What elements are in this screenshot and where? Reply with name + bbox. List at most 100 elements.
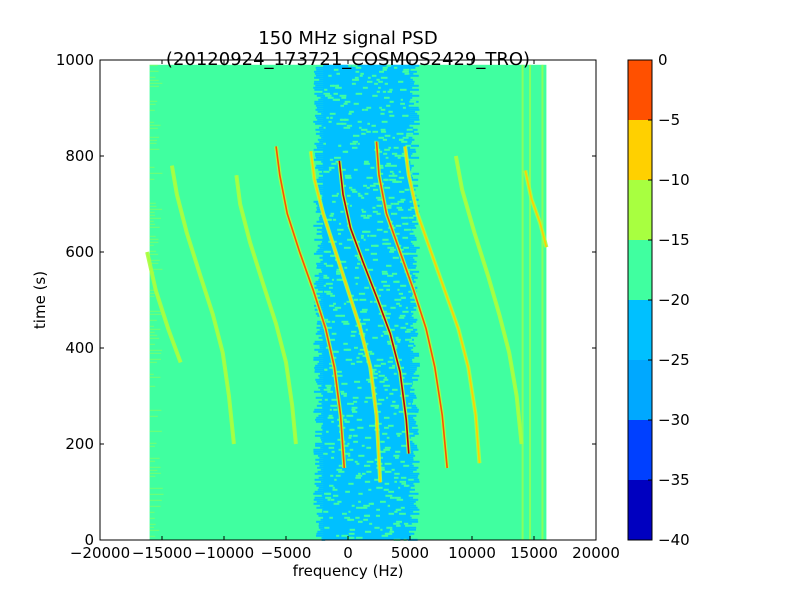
band-edge-cell	[320, 388, 326, 391]
band-speckle	[402, 136, 409, 139]
band-speckle	[363, 504, 370, 507]
band-speckle	[388, 110, 391, 113]
band-edge-cell	[321, 398, 326, 401]
band-edge-cell	[319, 302, 326, 305]
band-speckle	[397, 340, 401, 343]
band-speckle	[401, 430, 408, 433]
band-speckle	[387, 316, 391, 319]
band-edge-cell	[408, 372, 414, 375]
band-speckle	[389, 530, 395, 533]
y-tick-label: 400	[65, 339, 94, 357]
band-speckle	[382, 330, 389, 333]
band-edge-cell	[313, 450, 326, 453]
band-speckle	[400, 506, 405, 509]
band-edge-cell	[408, 172, 420, 175]
band-edge-cell	[408, 336, 412, 339]
band-speckle	[389, 170, 394, 173]
band-edge-cell	[408, 448, 419, 451]
band-edge-cell	[408, 266, 416, 269]
band-speckle	[336, 278, 342, 281]
band-speckle	[396, 132, 404, 135]
band-speckle	[361, 236, 364, 239]
band-speckle	[324, 88, 328, 91]
band-speckle	[330, 498, 335, 501]
band-speckle	[408, 438, 413, 441]
band-speckle	[338, 232, 341, 235]
band-edge-cell	[322, 90, 326, 93]
band-speckle	[323, 170, 330, 173]
band-edge-cell	[314, 340, 326, 343]
band-edge-cell	[408, 368, 417, 371]
band-speckle	[341, 382, 348, 385]
band-speckle	[325, 496, 332, 499]
band-edge-cell	[408, 86, 413, 89]
band-edge-cell	[408, 262, 413, 265]
band-edge-cell	[318, 336, 326, 339]
band-edge-cell	[408, 296, 411, 299]
band-edge-cell	[316, 262, 326, 265]
band-speckle	[332, 488, 338, 491]
band-edge-cell	[408, 474, 419, 477]
band-speckle	[397, 508, 400, 511]
band-edge-cell	[322, 394, 326, 397]
band-edge-cell	[321, 438, 326, 441]
band-speckle	[339, 260, 347, 263]
band-edge-cell	[322, 162, 326, 165]
edge-texture	[149, 505, 161, 507]
band-speckle	[382, 90, 387, 93]
band-edge-cell	[315, 418, 326, 421]
band-edge-cell	[408, 466, 419, 469]
band-edge-cell	[408, 442, 415, 445]
band-speckle	[386, 340, 392, 343]
band-speckle	[393, 372, 397, 375]
edge-texture	[149, 310, 163, 312]
band-edge-cell	[316, 404, 326, 407]
band-speckle	[396, 498, 404, 501]
band-speckle	[381, 280, 387, 283]
band-speckle	[389, 392, 394, 395]
band-speckle	[343, 342, 348, 345]
trace-left-edge	[146, 251, 182, 363]
edge-texture	[149, 211, 155, 213]
band-edge-cell	[313, 410, 326, 413]
band-edge-cell	[321, 230, 326, 233]
trace-minus-1	[275, 146, 346, 469]
band-edge-cell	[318, 526, 326, 529]
band-edge-cell	[316, 532, 326, 535]
band-speckle	[385, 178, 389, 181]
band-speckle	[354, 276, 360, 279]
band-speckle	[326, 116, 330, 119]
band-speckle	[329, 408, 332, 411]
band-speckle	[330, 294, 336, 297]
band-edge-cell	[408, 518, 418, 521]
band-edge-cell	[316, 292, 326, 295]
band-edge-cell	[317, 470, 326, 473]
band-speckle	[329, 158, 334, 161]
band-speckle	[363, 230, 371, 233]
trace-minus-2	[310, 151, 382, 483]
band-edge-cell	[318, 272, 326, 275]
band-speckle	[323, 452, 328, 455]
band-edge-cell	[319, 456, 326, 459]
band-edge-cell	[319, 126, 326, 129]
band-speckle	[359, 298, 367, 301]
edge-texture	[149, 334, 158, 336]
band-speckle	[403, 464, 410, 467]
band-speckle	[349, 536, 355, 539]
band-speckle	[392, 136, 396, 139]
band-speckle	[376, 212, 381, 215]
band-edge-cell	[408, 206, 411, 209]
band-speckle	[385, 156, 389, 159]
band-speckle	[364, 286, 369, 289]
band-speckle	[329, 366, 335, 369]
band-edge-cell	[316, 144, 326, 147]
band-edge-cell	[313, 82, 326, 85]
band-speckle	[344, 100, 351, 103]
band-edge-cell	[315, 430, 326, 433]
band-speckle	[404, 188, 410, 191]
band-speckle	[391, 468, 395, 471]
band-speckle	[384, 134, 391, 137]
band-speckle	[345, 358, 353, 361]
band-speckle	[361, 128, 368, 131]
band-edge-cell	[408, 388, 415, 391]
